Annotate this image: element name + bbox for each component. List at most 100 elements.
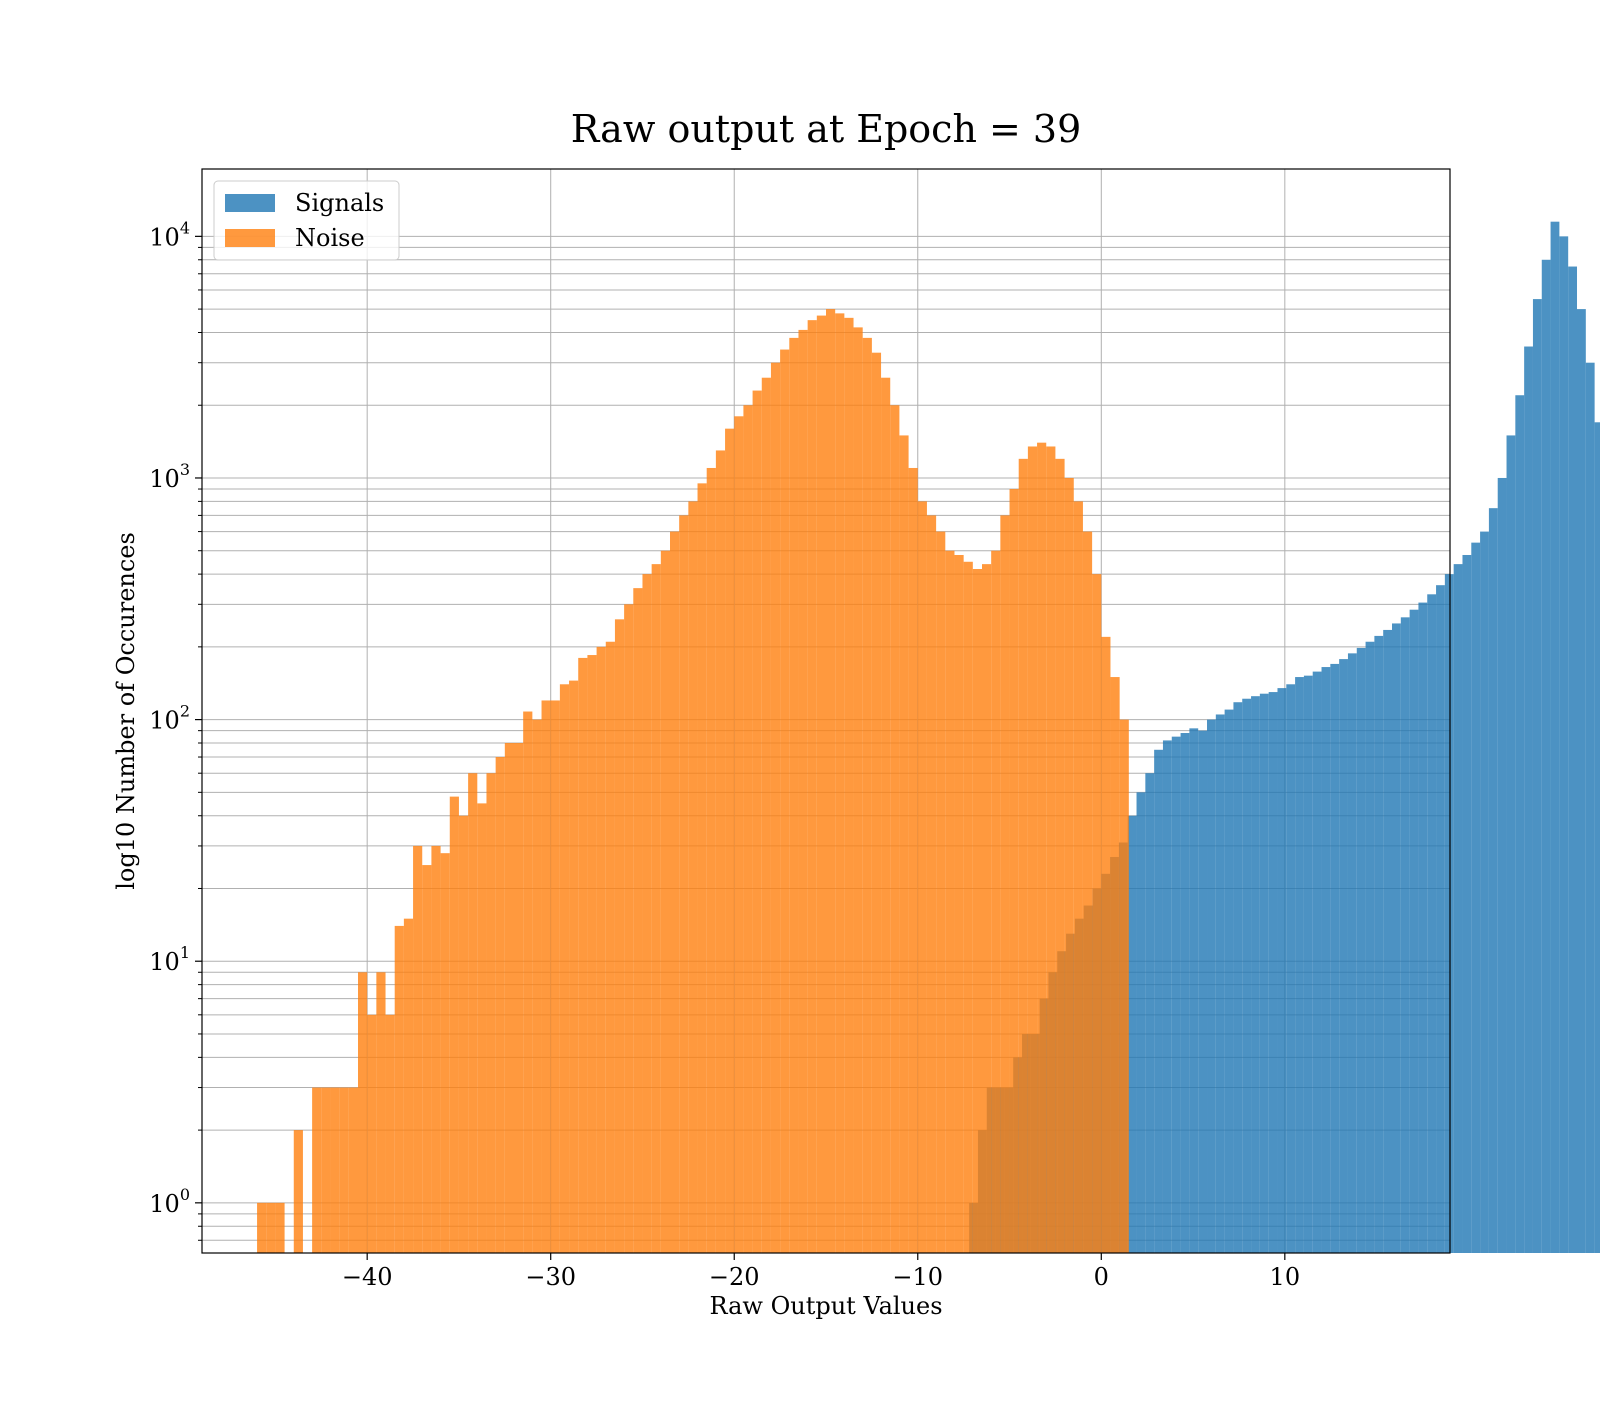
signals-bar (1471, 542, 1481, 1253)
noise-bar (780, 349, 790, 1253)
signals-bar (1347, 653, 1357, 1253)
noise-bar (624, 604, 634, 1253)
signals-bar (1515, 395, 1525, 1253)
noise-bar (458, 815, 469, 1253)
noise-bar (917, 501, 927, 1254)
y-tick-label: 104 (149, 218, 190, 251)
noise-legend-label: Noise (295, 224, 365, 252)
noise-bar (688, 501, 698, 1254)
signals-bar (1365, 641, 1375, 1253)
noise-bar (440, 853, 450, 1253)
signals-bar (1480, 531, 1489, 1253)
noise-bar (413, 845, 423, 1253)
noise-bar (514, 743, 524, 1253)
x-tick-label: −20 (709, 1263, 760, 1291)
signals-bar (1550, 221, 1560, 1253)
noise-bar (651, 564, 661, 1253)
signals-bar (1242, 698, 1252, 1253)
signals-bar (1356, 647, 1366, 1253)
signals-bar (1189, 728, 1199, 1253)
signals-bar (1392, 623, 1401, 1253)
noise-bar (559, 684, 570, 1253)
signals-bar (1585, 362, 1595, 1253)
noise-bar (293, 1130, 303, 1253)
noise-bar (275, 1202, 285, 1253)
noise-bar (954, 554, 964, 1253)
noise-bar (660, 550, 670, 1253)
noise-bar (697, 483, 707, 1253)
noise-bar (908, 467, 918, 1253)
y-tick-label: 101 (149, 943, 190, 976)
noise-bar (752, 390, 762, 1253)
signals-bar (1233, 702, 1243, 1253)
bars-layer (257, 221, 1600, 1254)
noise-legend-swatch (225, 229, 275, 247)
noise-bars (257, 309, 1129, 1254)
noise-bar (605, 641, 615, 1253)
signals-bar (1594, 422, 1600, 1253)
noise-bar (477, 803, 487, 1253)
noise-bar (743, 405, 753, 1253)
noise-bar (642, 574, 652, 1253)
noise-bar (541, 700, 551, 1253)
noise-bar (266, 1202, 276, 1253)
axes-frame (201, 168, 1451, 1254)
signals-bar (1171, 736, 1181, 1253)
signals-bar (1444, 574, 1454, 1253)
signals-bar (1506, 435, 1516, 1253)
noise-bar (633, 588, 643, 1253)
signals-bar (1524, 346, 1533, 1253)
noise-bar (348, 1087, 358, 1253)
noise-bar (972, 569, 982, 1253)
noise-bar (761, 377, 771, 1253)
signals-bar (1145, 773, 1155, 1253)
noise-bar (376, 972, 386, 1253)
noise-bar (431, 845, 441, 1253)
x-tick-label: −30 (525, 1263, 576, 1291)
signals-bar (1541, 259, 1551, 1253)
noise-bar (449, 796, 459, 1253)
noise-bar (715, 450, 726, 1253)
noise-bar (1018, 458, 1028, 1254)
noise-bar (1046, 446, 1056, 1253)
noise-bar (862, 337, 872, 1253)
noise-bar (679, 515, 689, 1253)
signals-bar (1286, 684, 1296, 1253)
noise-bar (587, 655, 597, 1253)
signals-bar (1330, 663, 1340, 1253)
noise-bar (569, 680, 579, 1253)
noise-bar (926, 515, 937, 1253)
noise-bar (982, 564, 992, 1253)
noise-bar (807, 320, 817, 1253)
noise-bar (422, 865, 432, 1253)
signals-bar (1568, 266, 1578, 1253)
noise-bar (734, 416, 744, 1254)
noise-bar (1000, 515, 1010, 1253)
noise-bar (486, 773, 496, 1253)
noise-bar (1064, 477, 1074, 1253)
noise-bar (844, 317, 854, 1253)
y-tick-label: 103 (149, 460, 190, 493)
x-tick-label: 10 (1270, 1263, 1301, 1291)
signals-bar (1303, 675, 1313, 1253)
signals-bar (1559, 236, 1569, 1253)
signals-bar (1577, 309, 1586, 1253)
signals-bar (1497, 477, 1507, 1253)
signals-bar (1453, 564, 1463, 1253)
signals-bar (1259, 693, 1269, 1253)
noise-bar (312, 1087, 322, 1253)
noise-bar (614, 619, 625, 1253)
signals-bar (1277, 688, 1287, 1253)
noise-bar (257, 1202, 267, 1253)
signals-bar (1127, 815, 1137, 1253)
noise-bar (367, 1014, 377, 1253)
signals-bar (1462, 554, 1472, 1253)
signals-bar (1268, 692, 1278, 1253)
signals-bar (1400, 617, 1410, 1253)
noise-bar (523, 711, 533, 1253)
noise-bar (1092, 574, 1102, 1253)
noise-bar (945, 550, 955, 1253)
noise-bar (385, 1014, 395, 1253)
noise-bar (532, 719, 542, 1253)
